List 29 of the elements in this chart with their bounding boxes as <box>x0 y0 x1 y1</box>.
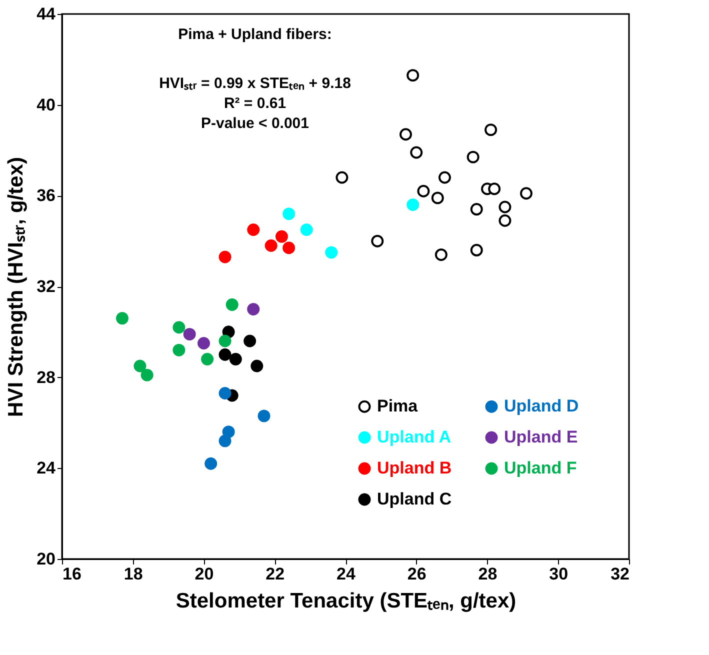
x-tick-label: 16 <box>62 564 82 584</box>
x-tick-label: 28 <box>478 564 498 584</box>
legend-label: Upland B <box>377 458 452 478</box>
x-tick-label: 32 <box>610 564 630 584</box>
x-tick-label: 24 <box>336 564 356 584</box>
legend-label: Upland C <box>377 490 452 508</box>
y-axis-title: HVI Strength (HVIₛₜᵣ, g/tex) <box>4 157 28 417</box>
x-tick-label: 18 <box>124 564 143 584</box>
y-tick-label: 36 <box>36 186 56 206</box>
annotation: Pima + Upland fibers: <box>178 26 332 43</box>
x-tick-label: 26 <box>407 564 426 584</box>
legend-label: Pima <box>377 396 418 416</box>
y-tick-label: 32 <box>36 277 56 296</box>
x-tick-label: 22 <box>266 564 285 584</box>
legend-label: Upland F <box>504 458 577 478</box>
x-axis-title: Stelometer Tenacity (STEₜₑₙ, g/tex) <box>176 590 516 612</box>
x-tick-label: 20 <box>194 564 214 584</box>
y-tick-label: 20 <box>36 550 56 568</box>
annotation: P-value < 0.001 <box>201 115 309 132</box>
y-tick-label: 44 <box>36 4 56 24</box>
legend-label: Upland A <box>377 428 451 446</box>
annotation: R² = 0.61 <box>224 95 286 112</box>
annotation: HVIₛₜᵣ = 0.99 x STEₜₑₙ + 9.18 <box>159 75 351 92</box>
y-tick-label: 28 <box>36 368 56 387</box>
y-tick-label: 24 <box>36 458 56 478</box>
y-tick-label: 40 <box>36 95 56 114</box>
legend-label: Upland E <box>504 428 578 446</box>
legend-label: Upland D <box>504 396 579 416</box>
x-tick-label: 30 <box>549 564 568 584</box>
